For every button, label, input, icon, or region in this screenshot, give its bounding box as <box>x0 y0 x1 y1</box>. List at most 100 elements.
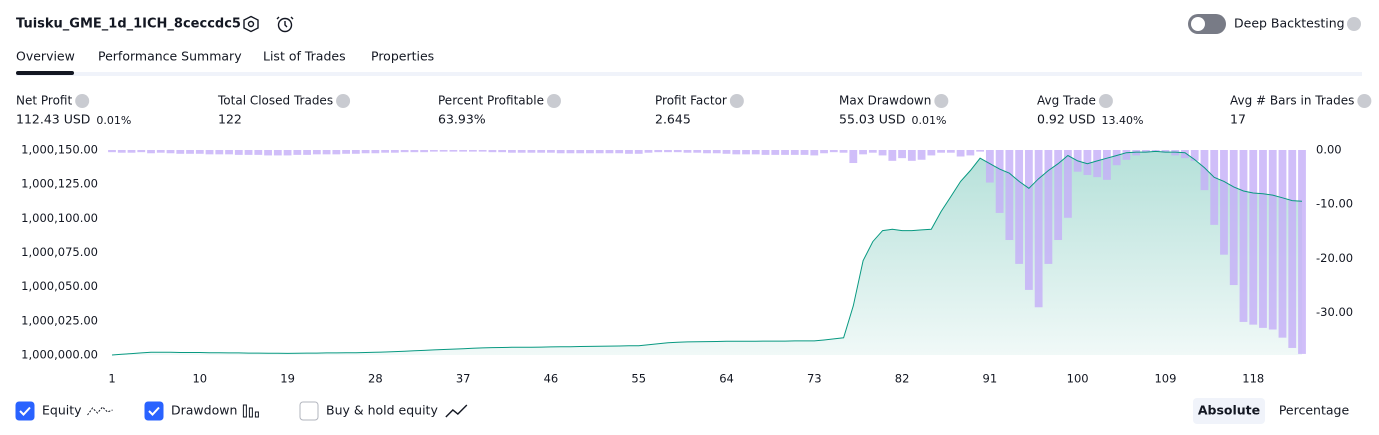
drawdown-bar <box>1112 150 1121 166</box>
drawdown-bar <box>810 150 819 156</box>
drawdown-bar <box>605 150 614 154</box>
drawdown-bar <box>312 150 321 155</box>
info-icon[interactable] <box>729 94 744 108</box>
drawdown-bar <box>390 150 399 153</box>
drawdown-bar <box>615 150 624 154</box>
drawdown-bar <box>595 150 604 154</box>
drawdown-bar <box>586 150 594 154</box>
button[interactable]: Percentage <box>1279 403 1350 418</box>
drawdown-bar <box>381 150 390 153</box>
drawdown-bar <box>1288 150 1297 348</box>
drawdown-bar <box>137 150 146 153</box>
drawdown-bar <box>469 150 477 152</box>
drawdown-bar <box>1259 150 1267 328</box>
checkmark <box>19 406 31 416</box>
drawdown-bar <box>293 150 302 155</box>
buyhold-icon <box>445 404 468 418</box>
metric-label: Total Closed Trades <box>217 94 333 108</box>
tab[interactable]: List of Trades <box>263 49 346 64</box>
tab[interactable]: Performance Summary <box>98 49 242 64</box>
metric-label: Profit Factor <box>655 94 727 108</box>
drawdown-bar <box>400 150 409 153</box>
info-icon[interactable] <box>1357 94 1372 108</box>
drawdown-bar <box>1151 150 1160 152</box>
drawdown-bar <box>439 150 448 152</box>
drawdown-bar <box>888 150 897 161</box>
metric-value: 17 <box>1230 112 1246 127</box>
drawdown-bar <box>839 150 848 153</box>
y-tick-label: 1,000,100.00 <box>21 211 98 225</box>
info-icon[interactable] <box>546 94 561 108</box>
y-tick-label: 1,000,050.00 <box>21 279 98 293</box>
y2-tick-label: -10.00 <box>1316 197 1353 211</box>
y-tick-label: 1,000,025.00 <box>21 313 98 327</box>
checkbox[interactable] <box>144 401 164 421</box>
drawdown-bar <box>1093 150 1102 178</box>
metric-label: Percent Profitable <box>438 94 544 108</box>
drawdown-bar <box>703 150 711 154</box>
drawdown-bar <box>800 150 809 155</box>
drawdown-bar <box>907 150 916 161</box>
drawdown-bar <box>1005 150 1014 241</box>
x-tick-label: 1 <box>108 372 115 386</box>
y2-tick-label: -30.00 <box>1316 305 1353 319</box>
drawdown-bar <box>985 150 994 183</box>
checkbox[interactable] <box>299 401 319 421</box>
drawdown-bar <box>556 150 565 154</box>
x-tick-label: 109 <box>1154 372 1176 386</box>
drawdown-bar <box>234 150 243 155</box>
drawdown-bar <box>966 150 975 156</box>
drawdown-bar <box>117 150 126 153</box>
drawdown-bar <box>303 150 311 155</box>
drawdown-bar <box>829 150 838 153</box>
drawdown-bar <box>1142 150 1150 153</box>
settings-icon[interactable] <box>243 15 259 33</box>
drawdown-bar <box>244 150 253 155</box>
info-icon[interactable] <box>75 94 90 108</box>
drawdown-bar <box>517 150 526 153</box>
drawdown-bar <box>508 150 516 153</box>
toggle-label: Deep Backtesting <box>1234 16 1345 31</box>
drawdown-bar <box>1181 150 1189 159</box>
drawdown-bar <box>410 150 419 153</box>
tab[interactable]: Overview <box>16 49 75 64</box>
drawdown-bar <box>1064 150 1072 218</box>
metric-value: 122 <box>218 112 242 127</box>
drawdown-bar <box>1200 150 1209 191</box>
button[interactable]: Absolute <box>1198 403 1260 418</box>
alert-icon[interactable] <box>276 16 294 33</box>
drawdown-bar <box>1122 150 1131 160</box>
button-bg[interactable] <box>1193 398 1265 424</box>
checkbox[interactable] <box>15 401 35 421</box>
info-icon[interactable] <box>934 94 949 108</box>
help-icon[interactable] <box>1347 17 1361 31</box>
drawdown-bar <box>566 150 575 154</box>
info-icon[interactable] <box>1098 94 1113 108</box>
drawdown-bar <box>351 150 360 154</box>
metric-value: 0.92 USD <box>1037 112 1096 127</box>
drawdown-bar <box>693 150 702 153</box>
drawdown-bar <box>790 150 799 155</box>
drawdown-bar <box>664 150 672 153</box>
drawdown-bar <box>722 150 731 154</box>
drawdown-bar <box>527 150 536 153</box>
drawdown-bar <box>1229 150 1238 286</box>
x-tick-label: 28 <box>368 372 383 386</box>
tab[interactable]: Properties <box>371 49 434 64</box>
equity-line <box>111 150 1303 356</box>
metric-label: Avg Trade <box>1037 94 1096 108</box>
drawdown-bar <box>205 150 214 155</box>
drawdown-bar <box>127 150 136 153</box>
drawdown-bar <box>1190 150 1199 161</box>
x-tick-label: 91 <box>983 372 998 386</box>
equity-icon <box>87 406 113 416</box>
drawdown-bar <box>332 150 341 155</box>
drawdown-bar <box>186 150 194 154</box>
drawdown-bar <box>1103 150 1111 180</box>
x-tick-label: 37 <box>456 372 471 386</box>
drawdown-bar <box>156 150 165 153</box>
active-tab-indicator <box>16 71 74 75</box>
legend-label: Drawdown <box>171 403 237 418</box>
drawdown-bar <box>1161 150 1170 153</box>
info-icon[interactable] <box>336 94 351 108</box>
